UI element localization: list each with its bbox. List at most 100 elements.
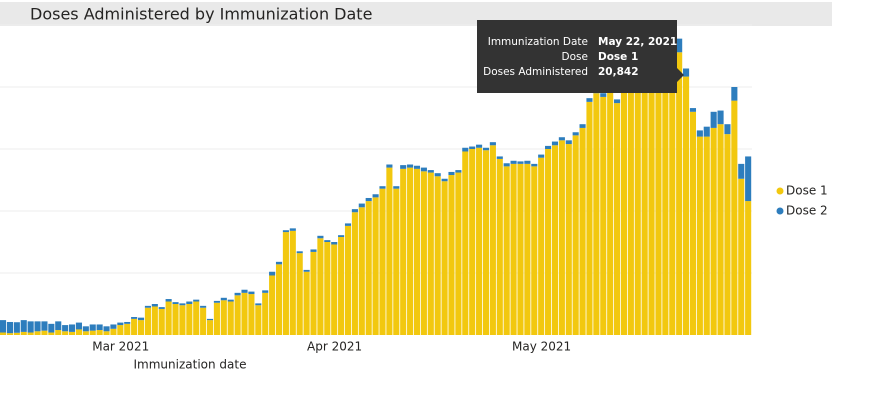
- x-axis-label: Immunization date: [134, 358, 247, 372]
- bar-segment: [531, 166, 538, 335]
- bar-segment: [455, 172, 462, 335]
- bar-segment: [137, 317, 145, 321]
- bar-segment: [344, 223, 352, 226]
- bar-segment: [703, 136, 710, 335]
- bar-segment: [234, 292, 241, 296]
- title-bar: [0, 2, 832, 26]
- bar-segment: [510, 163, 517, 335]
- bar-segment: [331, 242, 338, 245]
- bar-segment: [172, 304, 179, 335]
- bar-segment: [6, 333, 13, 335]
- bar-segment: [565, 140, 572, 145]
- bar-segment: [600, 96, 607, 335]
- bar-segment: [62, 331, 69, 335]
- bar-segment: [683, 76, 690, 335]
- chart-title: Doses Administered by Immunization Date: [30, 5, 372, 24]
- bar-segment: [496, 156, 503, 159]
- bar-segment: [572, 135, 579, 335]
- bar-segment: [586, 101, 593, 335]
- bar-segment: [517, 161, 524, 164]
- bar-segment: [151, 304, 158, 307]
- bar-segment: [393, 186, 400, 189]
- legend-label: Dose 2: [786, 204, 828, 218]
- bar-segment: [393, 188, 400, 335]
- bar-segment: [745, 156, 752, 202]
- bar-segment: [731, 100, 738, 335]
- bar-segment: [55, 330, 62, 335]
- bar-segment: [462, 151, 469, 335]
- bar-segment: [179, 303, 186, 306]
- bar-segment: [89, 330, 96, 335]
- bar-segment: [503, 163, 510, 167]
- bar-segment: [400, 168, 407, 335]
- tooltip-label: Doses Administered: [483, 66, 588, 78]
- x-tick-label: May 2021: [512, 340, 571, 354]
- bar-segment: [448, 175, 455, 335]
- bar-segment: [165, 299, 172, 302]
- bar-segment: [344, 225, 352, 335]
- bar-segment: [365, 197, 372, 202]
- bar-segment: [572, 132, 579, 136]
- bar-segment: [269, 275, 276, 335]
- bar-segment: [324, 240, 331, 242]
- bar-segment: [710, 111, 717, 128]
- bar-segment: [310, 249, 317, 252]
- bar-segment: [262, 290, 269, 293]
- bar-segment: [724, 134, 731, 335]
- bar-segment: [620, 89, 628, 335]
- bar-segment: [524, 163, 531, 335]
- bar-segment: [103, 326, 110, 332]
- bar-segment: [20, 331, 27, 335]
- bar-segment: [703, 126, 710, 137]
- bar-segment: [296, 251, 303, 254]
- bar-segment: [248, 294, 255, 335]
- bar-segment: [144, 305, 151, 308]
- bar-segment: [241, 289, 248, 293]
- bar-segment: [317, 235, 324, 239]
- legend-marker: [776, 207, 784, 215]
- bar-segment: [220, 300, 227, 335]
- bar-segment: [255, 303, 262, 306]
- legend-label: Dose 1: [786, 184, 828, 198]
- x-tick-label: Mar 2021: [92, 340, 149, 354]
- bar-segment: [558, 137, 565, 141]
- bar-segment: [441, 181, 448, 335]
- bar-segment: [172, 302, 179, 304]
- bar-segment: [179, 305, 186, 335]
- x-tick-label: Apr 2021: [307, 340, 362, 354]
- bar-segment: [75, 322, 82, 330]
- bar-segment: [545, 145, 552, 149]
- bar-segment: [110, 324, 117, 329]
- bar-segment: [282, 230, 289, 233]
- bar-segment: [531, 163, 538, 167]
- bar-segment: [641, 83, 648, 335]
- bar-segment: [476, 147, 483, 335]
- bar-segment: [724, 124, 731, 135]
- bar-segment: [0, 332, 7, 335]
- bar-segment: [34, 321, 41, 332]
- bar-segment: [669, 58, 676, 335]
- bar-segment: [469, 146, 476, 149]
- bar-segment: [420, 171, 427, 335]
- bar-segment: [503, 166, 510, 335]
- bar-segment: [338, 235, 345, 238]
- bar-segment: [696, 136, 703, 335]
- bar-segment: [407, 164, 414, 168]
- bar-segment: [400, 165, 407, 169]
- bar-segment: [0, 320, 7, 333]
- bar-segment: [738, 163, 745, 179]
- bar-segment: [462, 147, 469, 152]
- bar-segment: [710, 127, 717, 335]
- bar-segment: [434, 176, 441, 335]
- bar-segment: [48, 332, 55, 335]
- bar-segment: [579, 124, 586, 128]
- tooltip-value: May 22, 2021: [598, 36, 677, 48]
- bar-segment: [68, 324, 76, 332]
- bar-segment: [365, 201, 372, 335]
- bar-segment: [275, 264, 283, 335]
- bar-segment: [358, 203, 365, 208]
- bar-segment: [634, 80, 641, 335]
- bar-segment: [579, 127, 586, 335]
- bar-segment: [110, 328, 117, 335]
- bar-segment: [689, 111, 697, 335]
